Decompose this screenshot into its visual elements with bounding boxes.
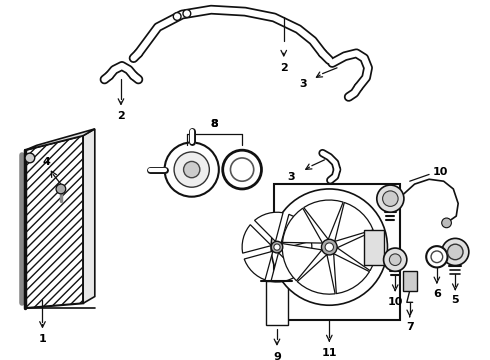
Polygon shape xyxy=(282,244,322,281)
Text: 7: 7 xyxy=(406,321,414,332)
Circle shape xyxy=(390,254,401,266)
Polygon shape xyxy=(334,254,369,294)
Polygon shape xyxy=(304,200,343,239)
Circle shape xyxy=(271,189,388,305)
Text: 10: 10 xyxy=(433,167,448,176)
Text: 3: 3 xyxy=(299,79,307,89)
Circle shape xyxy=(173,13,181,21)
Text: 8: 8 xyxy=(210,119,218,129)
Circle shape xyxy=(377,185,404,212)
Text: 8: 8 xyxy=(210,119,218,129)
Bar xyxy=(267,281,288,325)
Bar xyxy=(274,184,400,320)
Polygon shape xyxy=(244,251,273,280)
Polygon shape xyxy=(25,136,83,308)
Circle shape xyxy=(325,243,334,251)
Text: 9: 9 xyxy=(273,352,281,360)
Polygon shape xyxy=(242,225,271,253)
Circle shape xyxy=(223,150,262,189)
Circle shape xyxy=(383,191,398,206)
Polygon shape xyxy=(282,208,322,243)
Circle shape xyxy=(431,251,442,262)
Polygon shape xyxy=(283,241,312,270)
Circle shape xyxy=(184,161,200,178)
Polygon shape xyxy=(297,255,335,294)
Text: 1: 1 xyxy=(39,334,47,344)
Text: 6: 6 xyxy=(433,289,441,298)
Text: 2: 2 xyxy=(280,63,288,73)
Text: 5: 5 xyxy=(451,296,459,305)
Circle shape xyxy=(426,246,447,267)
Polygon shape xyxy=(281,214,310,243)
Text: 10: 10 xyxy=(388,297,403,307)
Text: 2: 2 xyxy=(117,111,125,121)
Text: 4: 4 xyxy=(43,157,50,167)
Polygon shape xyxy=(337,231,376,271)
Circle shape xyxy=(25,153,35,163)
Polygon shape xyxy=(25,129,95,150)
Polygon shape xyxy=(83,129,95,303)
Circle shape xyxy=(384,248,407,271)
Polygon shape xyxy=(271,253,299,282)
Circle shape xyxy=(230,158,254,181)
Bar xyxy=(364,230,384,265)
Circle shape xyxy=(441,218,451,228)
Circle shape xyxy=(271,241,283,253)
Polygon shape xyxy=(254,212,283,242)
Circle shape xyxy=(321,239,337,255)
Circle shape xyxy=(183,10,191,17)
Bar xyxy=(403,271,416,291)
Circle shape xyxy=(165,143,219,197)
Circle shape xyxy=(447,244,463,260)
Circle shape xyxy=(174,152,209,187)
Polygon shape xyxy=(335,202,373,242)
Text: 11: 11 xyxy=(321,348,337,358)
Circle shape xyxy=(274,244,280,250)
Circle shape xyxy=(441,238,469,266)
Text: 3: 3 xyxy=(288,172,295,182)
Circle shape xyxy=(56,184,66,194)
